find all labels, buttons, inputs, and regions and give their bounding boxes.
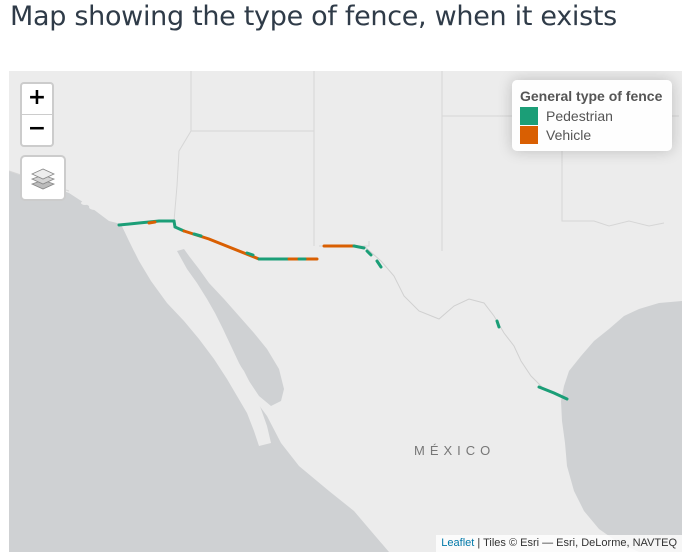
island: [89, 204, 101, 210]
fence-pedestrian: [352, 244, 366, 250]
fence-pedestrian: [375, 259, 383, 269]
legend-swatch-vehicle: [520, 125, 538, 144]
country-label: MÉXICO: [414, 443, 496, 458]
legend-swatch-pedestrian: [520, 106, 538, 125]
legend-item-pedestrian: Pedestrian: [520, 106, 662, 125]
zoom-control[interactable]: + −: [20, 82, 54, 147]
legend-item-vehicle: Vehicle: [520, 125, 662, 144]
fence-pedestrian: [365, 249, 373, 257]
baja-peninsula: [121, 223, 271, 446]
legend-title: General type of fence: [520, 88, 663, 104]
fence-segments: [117, 219, 569, 401]
gulf-of-california: [177, 249, 284, 406]
zoom-out-button[interactable]: −: [27, 116, 47, 141]
fence-pedestrian: [172, 219, 186, 233]
fence-pedestrian: [495, 319, 501, 329]
fence-pedestrian: [192, 232, 203, 238]
legend-label: Vehicle: [546, 126, 592, 143]
pacific-ocean: [9, 171, 389, 552]
fence-pedestrian: [537, 385, 569, 401]
attribution-text: | Tiles © Esri — Esri, DeLorme, NAVTEQ: [474, 537, 677, 549]
zoom-in-button[interactable]: +: [22, 84, 52, 115]
rio-grande: [363, 245, 570, 402]
map-basemap[interactable]: [9, 71, 682, 552]
fence-vehicle: [147, 220, 157, 225]
island: [81, 201, 89, 205]
layers-icon: [30, 168, 56, 190]
gulf-of-mexico: [561, 301, 682, 552]
legend-label: Pedestrian: [546, 107, 613, 124]
legend: General type of fence Pedestrian Vehicle: [512, 80, 673, 151]
map-container[interactable]: + − General type of fence Pedestrian Veh…: [9, 71, 682, 552]
attribution: Leaflet | Tiles © Esri — Esri, DeLorme, …: [436, 535, 682, 552]
page-title: Map showing the type of fence, when it e…: [10, 1, 617, 32]
fence-pedestrian: [245, 251, 255, 257]
leaflet-link[interactable]: Leaflet: [441, 537, 475, 549]
layers-button[interactable]: [20, 155, 66, 201]
